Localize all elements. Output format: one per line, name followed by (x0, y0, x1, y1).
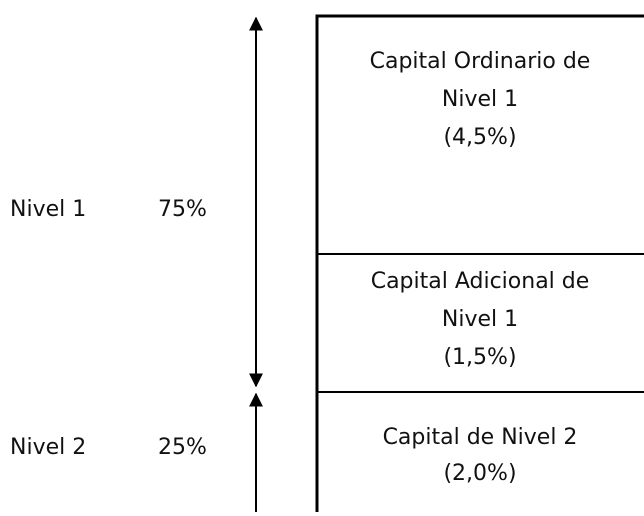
box-line: (1,5%) (443, 345, 516, 370)
tier-share: 25% (158, 435, 207, 460)
box-line: Capital de Nivel 2 (383, 425, 578, 450)
tier-share: 75% (158, 197, 207, 222)
capital-box (315, 14, 644, 516)
box-line: (4,5%) (443, 125, 516, 150)
box-line: Capital Adicional de (371, 269, 590, 294)
tier-label: Nivel 2 (10, 435, 86, 460)
tier-label: Nivel 1 (10, 197, 86, 222)
box-line: Nivel 1 (442, 307, 518, 332)
box-line: (2,0%) (443, 461, 516, 486)
box-line: Nivel 1 (442, 87, 518, 112)
box-line: Capital Ordinario de (370, 49, 591, 74)
